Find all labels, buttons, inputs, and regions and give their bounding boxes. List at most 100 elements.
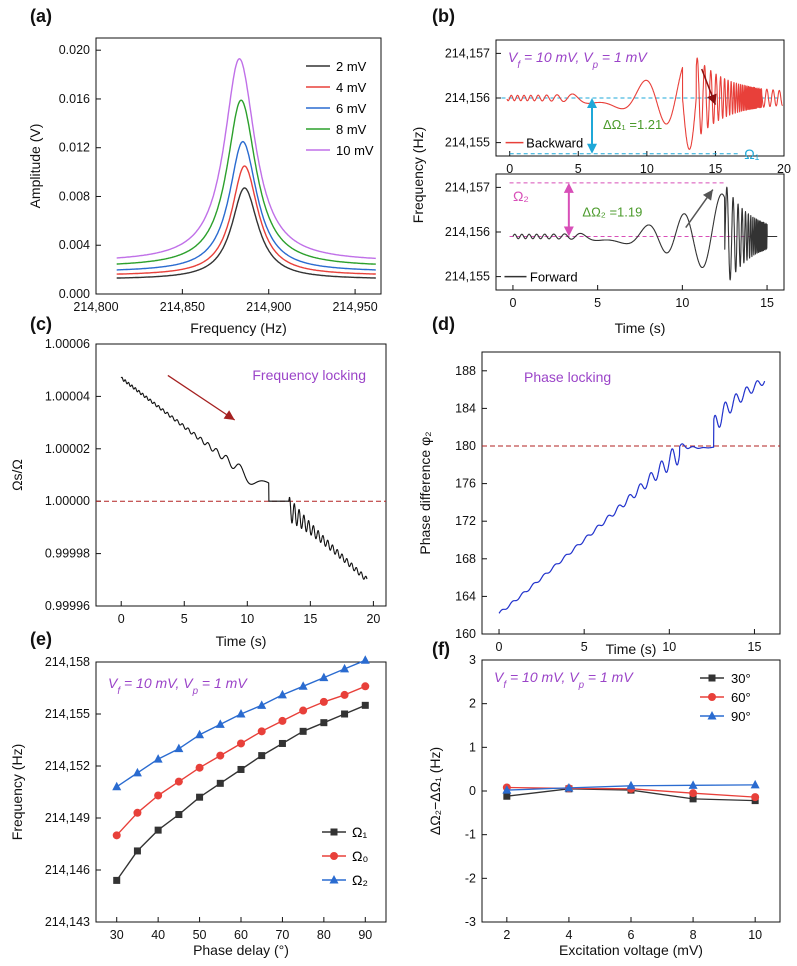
data-point xyxy=(503,792,511,800)
x-tick-label: 30 xyxy=(110,928,124,942)
backward-trace xyxy=(506,57,784,150)
data-point xyxy=(132,767,142,777)
x-tick-label: 5 xyxy=(581,640,588,654)
y-tick-label: 188 xyxy=(455,364,476,378)
data-point xyxy=(236,709,246,718)
x-tick-label: 214,900 xyxy=(246,300,291,314)
data-point xyxy=(174,777,183,786)
data-point xyxy=(688,780,698,789)
data-point xyxy=(112,831,121,840)
data-point xyxy=(502,785,512,794)
panel-label: (e) xyxy=(30,629,52,649)
x-axis-title: Excitation voltage (mV) xyxy=(559,942,703,958)
y-tick-label: 1.00004 xyxy=(45,389,90,403)
data-point xyxy=(154,826,162,834)
x-tick-label: 20 xyxy=(366,612,380,626)
data-point xyxy=(195,763,204,772)
y-tick-label: 1.00002 xyxy=(45,442,90,456)
legend-marker xyxy=(708,674,716,682)
legend-marker xyxy=(330,852,338,860)
y-tick-label: 214,155 xyxy=(445,270,490,284)
x-axis-title: Time (s) xyxy=(216,633,267,649)
y-axis-title: Phase difference φ₂ xyxy=(417,431,433,554)
x-tick-label: 50 xyxy=(193,928,207,942)
x-tick-label: 0 xyxy=(506,162,513,176)
panel-d-frame xyxy=(481,351,781,635)
data-point xyxy=(154,791,163,800)
data-point xyxy=(278,716,287,725)
legend-entry: 10 mV xyxy=(336,143,374,158)
data-point xyxy=(341,710,349,718)
legend-entry: Ω₁ xyxy=(352,824,367,840)
y-tick-label: 3 xyxy=(469,653,476,667)
condition-annotation: Vf = 10 mV, Vp = 1 mV xyxy=(108,675,248,697)
legend-marker xyxy=(707,711,717,720)
panel-label: (f) xyxy=(432,639,450,659)
y-tick-label: 214,157 xyxy=(445,46,490,60)
x-tick-label: 5 xyxy=(594,296,601,310)
y-axis-title: Amplitude (V) xyxy=(27,124,43,209)
y-tick-label: 214,156 xyxy=(445,225,490,239)
y-tick-label: 0.000 xyxy=(59,287,90,301)
panel-f: (f) 2 4 6 8 10 -3 -2 -1 0 1 2 3 Excitation voltage (m… xyxy=(427,639,781,958)
trend-arrow-head xyxy=(707,93,717,105)
delta2-arrow-head xyxy=(563,182,574,193)
locking-annotation: Phase locking xyxy=(524,369,611,385)
series-line xyxy=(116,58,376,260)
data-point xyxy=(215,719,225,728)
data-point xyxy=(133,847,141,855)
panel-a: (a) 214,800 214,850 214,900 214,950 0.000 0.00… xyxy=(27,6,382,336)
x-tick-label: 8 xyxy=(690,928,697,942)
data-point xyxy=(299,706,308,715)
y-tick-label: 1.00000 xyxy=(45,494,90,508)
panel-e: (e) 30 40 50 60 70 80 90 214,143 214,146 214,149 21… xyxy=(9,629,387,958)
x-tick-label: 0 xyxy=(118,612,125,626)
y-tick-label: 1 xyxy=(469,740,476,754)
panel-d: (d) 0 5 10 15 160 164 168 172 176 180 184 188 Time (s… xyxy=(417,314,781,657)
x-tick-label: 90 xyxy=(358,928,372,942)
x-tick-label: 0 xyxy=(509,296,516,310)
x-axis-title: Frequency (Hz) xyxy=(190,320,286,336)
condition-annotation: Vf = 10 mV, Vp = 1 mV xyxy=(494,669,634,691)
y-tick-label: -2 xyxy=(465,871,476,885)
data-point xyxy=(361,701,369,709)
data-point xyxy=(153,754,163,763)
trend-arrow-head xyxy=(702,189,713,201)
data-point xyxy=(113,876,121,884)
x-tick-label: 5 xyxy=(181,612,188,626)
data-point xyxy=(257,700,267,709)
data-point xyxy=(195,729,205,739)
y-axis-title: Ωs/Ω xyxy=(9,459,25,491)
data-point xyxy=(319,697,328,706)
y-tick-label: 0.99998 xyxy=(45,547,90,561)
data-point xyxy=(277,689,287,699)
x-axis-title: Time (s) xyxy=(615,320,666,336)
y-axis-title: Frequency (Hz) xyxy=(410,127,426,223)
x-tick-label: 15 xyxy=(303,612,317,626)
panel-c-frame xyxy=(95,343,387,607)
y-tick-label: 164 xyxy=(455,589,476,603)
y-tick-label: -1 xyxy=(465,828,476,842)
delta1-label: ΔΩ₁ =1.21 xyxy=(603,117,662,132)
y-axis-title: ΔΩ₂−ΔΩ₁ (Hz) xyxy=(427,747,443,835)
y-tick-label: 214,156 xyxy=(445,91,490,105)
y-tick-label: 214,146 xyxy=(45,863,90,877)
data-point xyxy=(319,672,329,682)
data-point xyxy=(196,793,204,801)
y-tick-label: 214,155 xyxy=(445,136,490,150)
data-point xyxy=(216,751,225,760)
legend-entry: 8 mV xyxy=(336,122,367,137)
y-tick-label: 214,149 xyxy=(45,811,90,825)
delta2-label: ΔΩ₂ =1.19 xyxy=(582,204,642,219)
series-line xyxy=(116,187,376,279)
forward-trace xyxy=(512,186,778,281)
series-line xyxy=(116,165,376,275)
y-tick-label: 0 xyxy=(469,784,476,798)
data-point xyxy=(320,719,328,727)
condition-annotation: Vf = 10 mV, Vp = 1 mV xyxy=(508,49,648,71)
data-point xyxy=(299,727,307,735)
series-line xyxy=(116,140,376,271)
x-axis-title: Phase delay (°) xyxy=(193,942,289,958)
y-tick-label: 0.016 xyxy=(59,92,90,106)
y-tick-label: -3 xyxy=(465,915,476,929)
